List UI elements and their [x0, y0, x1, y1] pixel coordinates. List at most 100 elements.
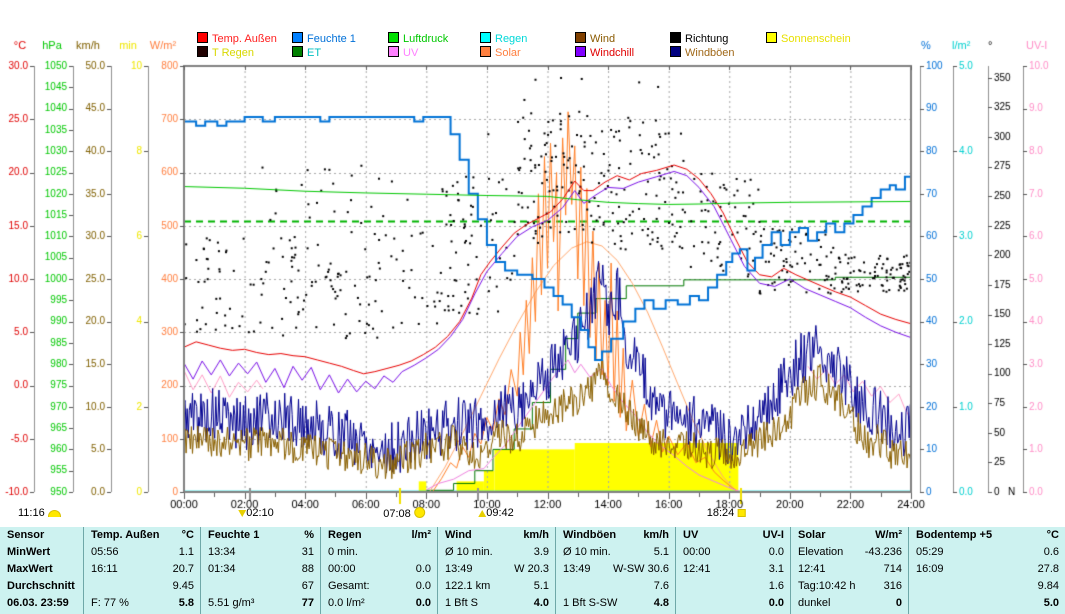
legend-color-swatch [766, 32, 777, 43]
marker-time: 09:42 [486, 507, 514, 519]
column-header: Solar W/m² [791, 527, 908, 544]
legend-color-swatch [197, 46, 208, 57]
table-row: 01:34 88 [201, 561, 320, 578]
cell-value: 20.7 [172, 563, 194, 575]
cell-value: 0.0 [415, 597, 431, 609]
column-name: Regen [328, 529, 362, 541]
cell-value: 77 [301, 597, 314, 609]
legend-color-swatch [670, 32, 681, 43]
column-name: Wind [445, 529, 472, 541]
legend-color-swatch [292, 46, 303, 57]
column-header: Windböen km/h [556, 527, 675, 544]
marker-sunset: 18:24 [707, 507, 746, 521]
cell-info: 16:09 [916, 563, 944, 575]
legend-item-regen: Regen [480, 32, 528, 45]
cell-info: 13:49 [445, 563, 473, 575]
column-header: Wind km/h [438, 527, 555, 544]
table-row: 5.51 g/m³ 77 [201, 595, 320, 612]
cell-info: 0 min. [328, 546, 358, 558]
column-name: Windböen [563, 529, 617, 541]
cell-info: Tag:10:42 h [798, 580, 856, 592]
sunset-icon [737, 509, 746, 517]
cell-info: 12:41 [683, 563, 711, 575]
row-label: Durchschnitt [7, 580, 75, 592]
legend-item-wind: Wind [575, 32, 615, 45]
legend-label: Windchill [590, 47, 635, 59]
table-row: 12:41 3.1 [676, 561, 790, 578]
legend-color-swatch [575, 32, 586, 43]
cell-value: 5.1 [653, 546, 669, 558]
legend-color-swatch [575, 46, 586, 57]
moon-down-icon [238, 510, 247, 517]
cell-value: 9.84 [1037, 580, 1059, 592]
column-name: Bodentemp +5 [916, 529, 993, 541]
legend-label: Luftdruck [403, 33, 449, 45]
day-length-value: 11:16 [18, 507, 45, 519]
cell-value: W 20.3 [514, 563, 549, 575]
marker-moon-down: 02:10 [238, 507, 274, 521]
legend-item-windchill: Windchill [575, 46, 635, 59]
column-name: Temp. Außen [91, 529, 160, 541]
cell-value: 27.8 [1037, 563, 1059, 575]
marker-sunrise: 07:08 [383, 507, 425, 521]
cell-info: Ø 10 min. [445, 546, 493, 558]
cell-info: 16:11 [91, 563, 118, 575]
column-unit: °C [181, 529, 194, 541]
table-column-feuchte-1: Feuchte 1% 13:34 31 01:34 88 67 5.51 g/m³ 77 [200, 527, 320, 614]
table-row: Tag:10:42 h 316 [791, 578, 908, 595]
cell-value: 4.0 [533, 597, 549, 609]
column-header: UV UV-I [676, 527, 790, 544]
table-row-labels: Sensor MinWert MaxWert Durchschnitt 06.03. 2… [0, 527, 83, 614]
legend-label: Richtung [685, 33, 729, 45]
table-column-temp-au-en: Temp. Außen °C 05:56 1.1 16:11 20.7 9.45 F: 77 … [83, 527, 200, 614]
table-column-regen: Regen l/m² 0 min. 00:00 0.0 Gesamt: 0.0 0.0 l/m… [320, 527, 437, 614]
table-row: 9.45 [84, 578, 200, 595]
legend-color-swatch [480, 46, 491, 57]
cell-info: 122.1 km [445, 580, 491, 592]
cell-info: 05:29 [916, 546, 944, 558]
row-label: MinWert [7, 546, 51, 558]
legend-label: Regen [495, 33, 528, 45]
cell-info: F: 77 % [91, 597, 129, 609]
column-header: Temp. Außen °C [84, 527, 200, 544]
cell-value: 7.6 [653, 580, 669, 592]
table-column-windb-en: Windböen km/h Ø 10 min. 5.1 13:49 W-SW 30.6 7.… [555, 527, 675, 614]
table-row: 1.6 [676, 578, 790, 595]
table-row: Ø 10 min. 5.1 [556, 544, 675, 561]
legend-item-luftdruck: Luftdruck [388, 32, 449, 45]
table-row: 13:49 W 20.3 [438, 561, 555, 578]
column-header: Feuchte 1% [201, 527, 320, 544]
column-name: Solar [798, 529, 826, 541]
legend-label: Feuchte 1 [307, 33, 356, 45]
cell-value: 88 [301, 563, 314, 575]
legend-item-et: ET [292, 46, 322, 59]
moon-up-icon [478, 510, 487, 517]
table-row: 05:29 0.6 [909, 544, 1065, 561]
cell-value: W-SW 30.6 [612, 563, 669, 575]
marker-time: 02:10 [246, 507, 274, 519]
marker-time: 07:08 [383, 508, 411, 520]
column-unit: % [304, 529, 314, 541]
table-row: 16:09 27.8 [909, 561, 1065, 578]
column-unit: °C [1046, 529, 1059, 541]
table-row: Elevation -43.236 [791, 544, 908, 561]
legend-item-temp-au-en: Temp. Außen [197, 32, 277, 45]
cell-info: 5.51 g/m³ [208, 597, 255, 609]
legend-label: Windböen [685, 47, 735, 59]
column-unit: UV-I [762, 529, 784, 541]
cell-value: 1.1 [178, 546, 194, 558]
cell-value: 4.8 [653, 597, 669, 609]
cell-value: 0.6 [1043, 546, 1059, 558]
table-row: Durchschnitt [0, 578, 83, 595]
table-column-wind: Wind km/h Ø 10 min. 3.9 13:49 W 20.3 122.1 km 5… [437, 527, 555, 614]
marker-moon-up: 09:42 [478, 507, 514, 521]
column-unit: W/m² [875, 529, 902, 541]
cell-value: 3.9 [533, 546, 549, 558]
cell-value: 31 [301, 546, 314, 558]
table-row: Ø 10 min. 3.9 [438, 544, 555, 561]
legend-item-solar: Solar [480, 46, 521, 59]
column-unit: km/h [523, 529, 549, 541]
cell-value: 5.1 [533, 580, 549, 592]
table-row: 06.03. 23:59 [0, 595, 83, 612]
legend-label: ET [307, 47, 322, 59]
